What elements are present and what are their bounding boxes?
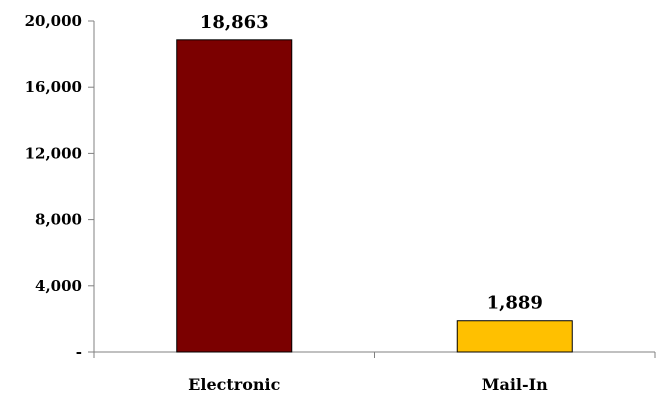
bar-value-label: 1,889 — [487, 293, 543, 314]
y-tick-label: - — [76, 343, 82, 361]
bar-value-label: 18,863 — [200, 12, 269, 33]
x-axis: Electronic Mail-In — [93, 351, 656, 394]
y-tick-label: 4,000 — [35, 277, 82, 295]
y-tick-label: 16,000 — [25, 78, 82, 96]
bar-mail-in — [456, 320, 573, 353]
x-category-label: Mail-In — [482, 375, 548, 394]
data-labels: 18,863 1,889 — [200, 12, 543, 314]
y-tick-label: 8,000 — [35, 211, 82, 229]
y-axis: - 4,000 8,000 12,000 16,000 20,000 — [25, 12, 95, 361]
bar-electronic — [176, 39, 293, 353]
y-tick-label: 12,000 — [25, 144, 82, 162]
bars — [176, 39, 573, 353]
y-tick-label: 20,000 — [25, 12, 82, 30]
x-category-label: Electronic — [188, 375, 280, 394]
